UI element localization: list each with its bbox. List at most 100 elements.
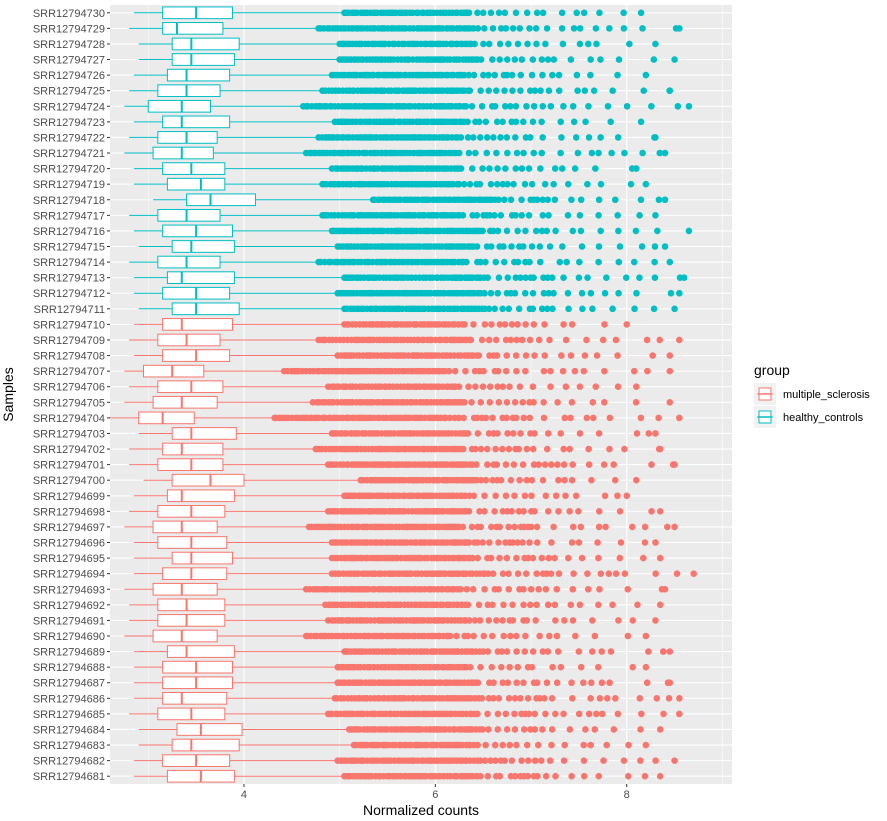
outlier-point — [616, 508, 624, 515]
outlier-point — [526, 134, 534, 141]
outlier-point — [500, 632, 508, 640]
outlier-point — [519, 398, 526, 406]
outlier-point — [526, 25, 533, 32]
outlier-point — [656, 149, 664, 157]
outlier-point — [651, 258, 658, 266]
outlier-point — [554, 398, 561, 406]
outlier-point — [588, 476, 595, 484]
outlier-point — [528, 180, 536, 188]
outlier-point — [529, 118, 537, 126]
outlier-point — [530, 461, 538, 468]
outlier-point — [623, 102, 631, 110]
outlier-point — [519, 118, 527, 126]
outlier-point — [623, 321, 631, 328]
outlier-point — [652, 539, 659, 546]
outlier-point — [494, 227, 502, 235]
outlier-point — [578, 554, 586, 562]
outlier-point — [504, 180, 511, 188]
outlier-point — [624, 772, 632, 780]
outlier-point — [503, 726, 511, 733]
sample-box — [129, 84, 674, 98]
outlier-point — [481, 492, 488, 500]
outlier-point — [465, 383, 472, 391]
outlier-point — [636, 695, 644, 702]
outlier-points — [331, 118, 645, 126]
outlier-point — [477, 398, 485, 406]
outlier-point — [596, 695, 604, 702]
outlier-point — [508, 71, 516, 79]
outlier-point — [502, 492, 510, 500]
outlier-point — [494, 165, 501, 172]
outlier-point — [487, 523, 495, 531]
outlier-point — [445, 367, 453, 375]
outlier-point — [648, 461, 655, 468]
outlier-point — [543, 25, 551, 32]
outlier-point — [499, 570, 507, 577]
outlier-point — [540, 367, 548, 375]
outlier-point — [507, 336, 515, 344]
outlier-point — [470, 632, 477, 640]
outlier-points — [350, 741, 650, 749]
outlier-point — [511, 695, 519, 702]
outlier-point — [595, 196, 603, 204]
outlier-point — [595, 212, 602, 219]
outlier-point — [637, 9, 645, 17]
outlier-point — [489, 570, 497, 577]
outlier-point — [474, 554, 482, 562]
outlier-point — [597, 134, 604, 141]
outlier-point — [460, 414, 467, 422]
legend: group multiple_sclerosis healthy_controls — [754, 362, 870, 428]
outlier-point — [568, 321, 576, 328]
iqr-box — [166, 645, 235, 658]
sample-box — [138, 723, 664, 736]
iqr-box — [176, 723, 243, 736]
outlier-point — [481, 585, 488, 593]
outlier-point — [521, 648, 529, 655]
outlier-point — [542, 585, 550, 593]
outlier-point — [569, 617, 577, 624]
outlier-point — [469, 585, 477, 593]
outlier-point — [484, 648, 492, 655]
outlier-points — [322, 601, 664, 609]
outlier-point — [604, 102, 612, 110]
outlier-point — [551, 196, 559, 204]
outlier-point — [482, 118, 490, 126]
outlier-point — [498, 648, 506, 655]
outlier-point — [552, 772, 559, 780]
outlier-point — [483, 134, 491, 141]
outlier-point — [591, 726, 599, 733]
sample-box — [133, 68, 650, 82]
outlier-point — [577, 196, 585, 204]
outlier-point — [656, 554, 664, 562]
outlier-point — [598, 648, 606, 655]
outlier-point — [652, 617, 659, 624]
outlier-point — [578, 243, 586, 250]
outlier-point — [558, 9, 566, 17]
outlier-point — [569, 695, 576, 702]
outlier-point — [570, 25, 578, 32]
outlier-point — [473, 243, 481, 250]
outlier-point — [512, 118, 520, 126]
outlier-point — [490, 134, 497, 141]
outlier-point — [548, 539, 555, 546]
outlier-point — [615, 258, 623, 266]
outlier-point — [468, 398, 475, 406]
outlier-point — [570, 570, 577, 577]
outlier-point — [523, 9, 531, 17]
outlier-point — [470, 492, 478, 500]
outlier-point — [494, 430, 501, 437]
outlier-point — [632, 398, 640, 406]
outlier-point — [477, 87, 484, 94]
outlier-point — [482, 414, 490, 422]
outlier-points — [319, 87, 674, 94]
outlier-point — [539, 476, 547, 484]
outlier-point — [527, 523, 535, 531]
outlier-point — [598, 710, 606, 718]
outlier-point — [479, 9, 487, 17]
outlier-point — [524, 695, 532, 702]
outlier-point — [614, 492, 621, 500]
outlier-point — [474, 430, 482, 437]
sample-box — [129, 458, 678, 471]
outlier-points — [315, 25, 683, 32]
outlier-points — [324, 617, 659, 624]
